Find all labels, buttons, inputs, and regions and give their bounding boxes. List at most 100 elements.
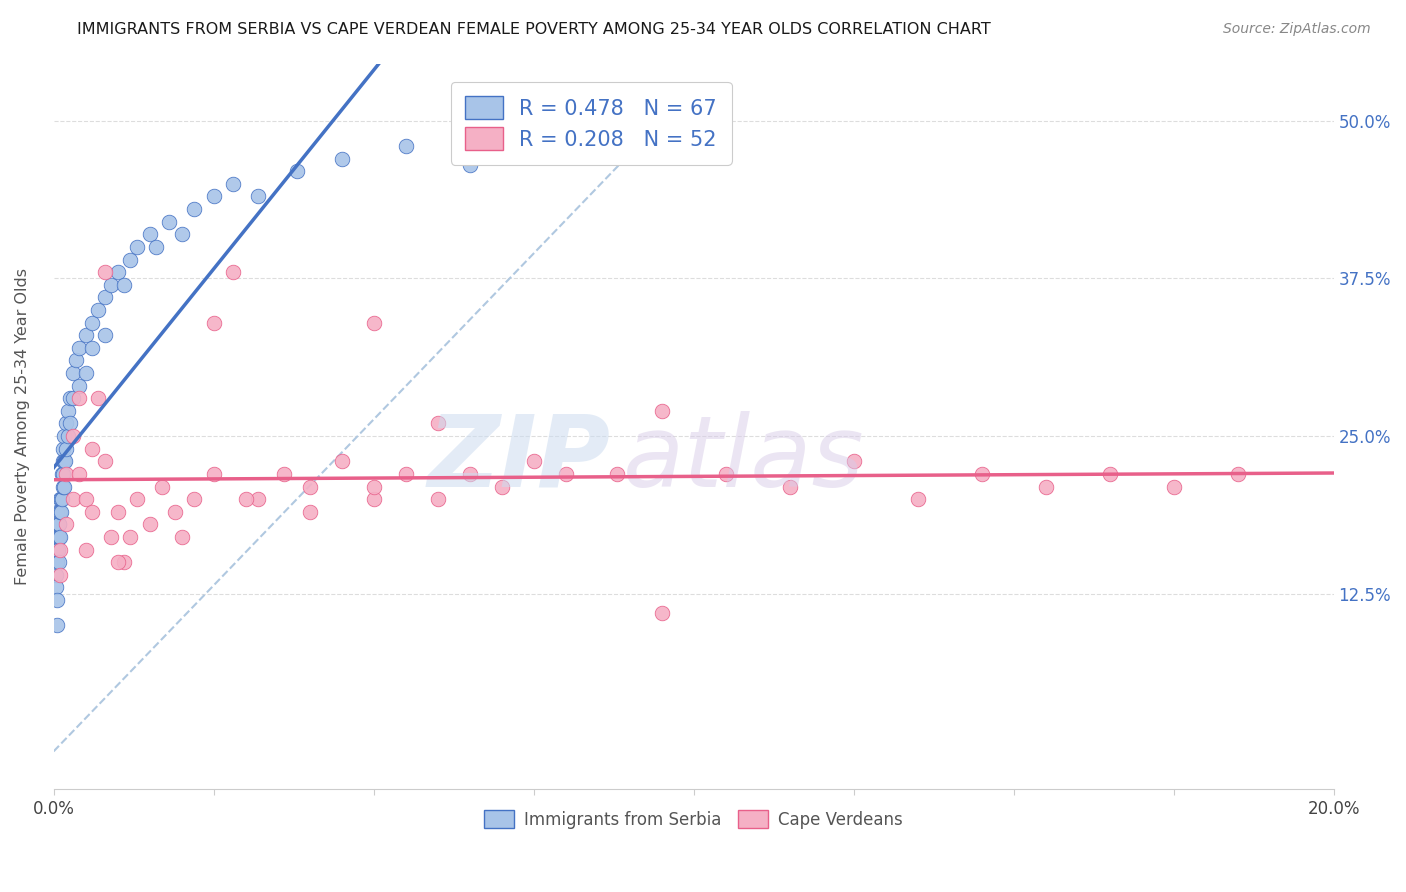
Point (170, 227, 193, 242)
Point (51, 505, 73, 519)
Point (75, 366, 97, 380)
Point (285, 164, 308, 178)
Point (842, 454, 865, 468)
Point (80, 341, 103, 355)
Point (52, 479, 75, 493)
Point (59, 391, 82, 405)
Point (67, 391, 90, 405)
Point (120, 530, 142, 544)
Point (138, 227, 160, 242)
Point (363, 479, 385, 493)
Point (52, 479, 75, 493)
Point (46, 530, 69, 544)
Point (94, 290, 117, 304)
Point (107, 265, 129, 279)
Point (49, 492, 72, 507)
Point (52, 454, 75, 468)
Point (363, 492, 385, 507)
Point (67, 341, 90, 355)
Point (48, 517, 70, 532)
Point (426, 492, 449, 507)
Point (94, 328, 117, 343)
Text: Source: ZipAtlas.com: Source: ZipAtlas.com (1223, 22, 1371, 37)
Point (67, 467, 90, 481)
Point (44, 530, 66, 544)
Point (75, 492, 97, 507)
Point (94, 265, 117, 279)
Point (100, 277, 122, 292)
Point (94, 454, 117, 468)
Point (235, 492, 257, 507)
Point (62, 492, 84, 507)
Point (87, 303, 110, 318)
Point (46, 555, 69, 569)
Point (970, 467, 993, 481)
Point (183, 492, 205, 507)
Point (52, 467, 75, 481)
Point (120, 252, 142, 267)
Point (56, 404, 79, 418)
Text: ZIP: ZIP (427, 411, 610, 508)
Point (52, 442, 75, 456)
Point (55, 417, 77, 431)
Point (330, 454, 353, 468)
Point (202, 467, 225, 481)
Point (62, 366, 84, 380)
Point (49, 505, 72, 519)
Point (45, 618, 67, 632)
Point (46, 542, 69, 557)
Point (714, 467, 737, 481)
Point (46, 530, 69, 544)
Point (45, 542, 67, 557)
Point (48, 555, 70, 569)
Point (48, 530, 70, 544)
Point (125, 492, 148, 507)
Point (51, 492, 73, 507)
Point (49, 567, 72, 582)
Y-axis label: Female Poverty Among 25-34 Year Olds: Female Poverty Among 25-34 Year Olds (15, 268, 30, 585)
Point (202, 316, 225, 330)
Point (44, 567, 66, 582)
Point (49, 530, 72, 544)
Point (554, 467, 576, 481)
Point (273, 467, 295, 481)
Point (65, 353, 87, 368)
Point (779, 479, 801, 493)
Point (100, 530, 122, 544)
Point (183, 202, 205, 216)
Point (522, 454, 544, 468)
Point (80, 505, 103, 519)
Point (53, 429, 76, 443)
Point (1098, 467, 1121, 481)
Point (165, 505, 187, 519)
Point (67, 378, 90, 392)
Text: IMMIGRANTS FROM SERBIA VS CAPE VERDEAN FEMALE POVERTY AMONG 25-34 YEAR OLDS CORR: IMMIGRANTS FROM SERBIA VS CAPE VERDEAN F… (77, 22, 991, 37)
Point (45, 517, 67, 532)
Point (426, 417, 449, 431)
Point (1163, 479, 1185, 493)
Point (330, 152, 353, 166)
Point (222, 177, 245, 191)
Point (49, 542, 72, 557)
Point (45, 581, 67, 595)
Point (48, 505, 70, 519)
Point (107, 505, 129, 519)
Point (651, 606, 673, 620)
Point (80, 316, 103, 330)
Point (145, 240, 167, 254)
Point (222, 265, 245, 279)
Point (55, 442, 77, 456)
Point (1226, 467, 1249, 481)
Point (170, 530, 193, 544)
Point (80, 442, 103, 456)
Point (52, 454, 75, 468)
Point (75, 328, 97, 343)
Point (202, 189, 225, 203)
Point (62, 429, 84, 443)
Point (394, 467, 416, 481)
Legend: Immigrants from Serbia, Cape Verdeans: Immigrants from Serbia, Cape Verdeans (478, 804, 910, 835)
Point (363, 316, 385, 330)
Point (138, 517, 160, 532)
Point (46, 505, 69, 519)
Point (45, 593, 67, 607)
